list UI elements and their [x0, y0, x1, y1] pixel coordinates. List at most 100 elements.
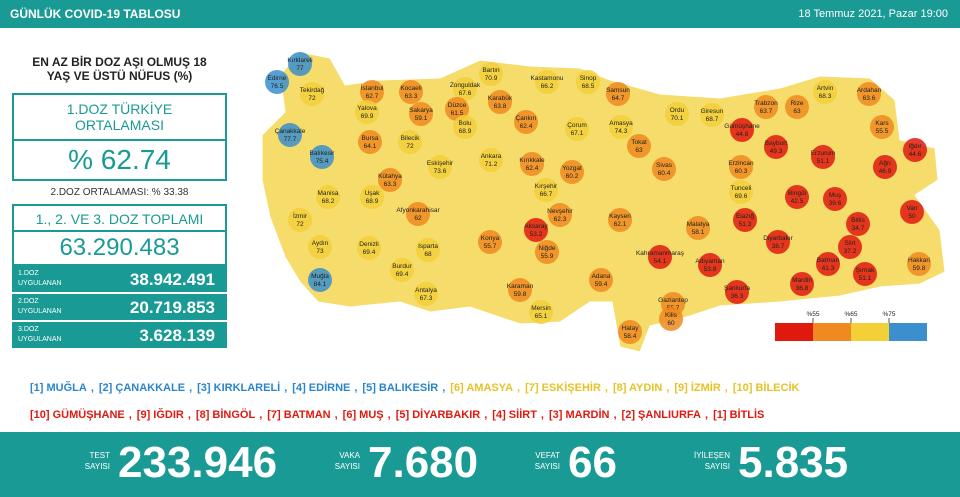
separator: ,	[354, 382, 358, 394]
legend-label: %65	[844, 311, 857, 318]
province-value: 67.3	[420, 295, 433, 302]
stats-bar: TEST SAYISI 233.946 VAKA SAYISI 7.680 VEFAT …	[0, 432, 960, 497]
province-value: 77.7	[284, 136, 297, 143]
province	[576, 70, 600, 94]
province	[479, 148, 503, 172]
province	[416, 238, 440, 262]
province-name: Hatay	[622, 325, 640, 332]
province-value: 66.7	[540, 191, 553, 198]
rankings: [1] MUĞLA, [2] ÇANAKKALE, [3] KIRKLARELİ,[…	[30, 375, 799, 429]
province-value: 53.2	[530, 231, 543, 238]
province	[853, 262, 877, 286]
province	[535, 240, 559, 264]
province-value: 64.7	[612, 95, 625, 102]
province-value: 69.6	[735, 193, 748, 200]
province-value: 66.2	[541, 83, 554, 90]
province-value: 36.8	[796, 285, 809, 292]
province-name: Karabük	[488, 95, 513, 102]
province-value: 63.7	[760, 108, 773, 115]
province-name: Bingöl	[788, 190, 807, 197]
province-value: 76.5	[271, 83, 284, 90]
province-name: Erzincan	[728, 160, 754, 167]
province-name: Niğde	[539, 245, 556, 252]
province-value: 51.3	[739, 221, 752, 228]
province-value: 55.9	[541, 253, 554, 260]
province	[308, 268, 332, 292]
province-value: 68.2	[322, 198, 335, 205]
province-name: Şırnak	[856, 267, 876, 274]
province-value: 72	[296, 221, 304, 228]
province-value: 58.4	[624, 333, 637, 340]
province-name: Hakkari	[908, 257, 930, 264]
province	[764, 135, 788, 159]
legend-swatch	[775, 323, 813, 341]
province-name: Edirne	[268, 75, 287, 82]
row-value: 20.719.853	[129, 298, 215, 317]
province	[811, 145, 835, 169]
ranking-item: [2] ÇANAKKALE	[98, 382, 186, 394]
province	[316, 185, 340, 209]
ranking-item: [10] GÜMÜŞHANE	[30, 409, 125, 421]
province-value: 67.6	[459, 90, 472, 97]
province-name: Ankara	[481, 153, 502, 160]
province-value: 60	[667, 320, 675, 327]
province	[606, 82, 630, 106]
province-value: 77	[296, 65, 304, 72]
province-value: 62.7	[366, 93, 379, 100]
province	[308, 235, 332, 259]
province-value: 71.2	[485, 161, 498, 168]
dose1-label: 1.DOZ TÜRKİYE ORTALAMASI	[12, 93, 227, 141]
province	[409, 102, 433, 126]
province-name: Bitlis	[851, 217, 865, 224]
province-value: 68.7	[706, 116, 719, 123]
separator: ,	[387, 409, 391, 421]
separator: ,	[189, 382, 193, 394]
province	[813, 80, 837, 104]
province-name: Gaziantep	[658, 297, 688, 304]
province-name: Kilis	[665, 312, 678, 319]
legend-label: %55	[806, 311, 819, 318]
province	[785, 185, 809, 209]
separator: ,	[187, 409, 191, 421]
province	[534, 178, 558, 202]
ranking-item: [3] MARDİN	[548, 409, 610, 421]
province-value: 68	[424, 251, 432, 258]
province-name: Antalya	[415, 287, 437, 294]
province	[870, 115, 894, 139]
legend-swatch	[813, 323, 851, 341]
legend: %55 %65 %75	[775, 311, 927, 341]
province-name: Erzurum	[811, 150, 836, 157]
province-name: Nevşehir	[547, 208, 573, 215]
ranking-item: [1] MUĞLA	[30, 382, 87, 394]
ranking-item: [6] MUŞ	[342, 409, 384, 421]
country-outline	[261, 51, 946, 353]
province	[488, 90, 512, 114]
separator: ,	[90, 382, 94, 394]
province	[907, 252, 931, 276]
province-name: Artvin	[817, 85, 834, 92]
province-value: 62.4	[526, 165, 539, 172]
province-name: Karaman	[507, 283, 534, 290]
province-name: Adana	[592, 273, 611, 280]
province	[508, 278, 532, 302]
province-name: Siirt	[844, 240, 855, 247]
province-value: 60.3	[735, 168, 748, 175]
province	[873, 155, 897, 179]
legend-swatch	[851, 323, 889, 341]
ranking-item: [7] BATMAN	[267, 409, 331, 421]
province-value: 62.4	[520, 123, 533, 130]
stat-value: 5.835	[738, 438, 849, 487]
province	[514, 110, 538, 134]
separator: ,	[705, 409, 709, 421]
province-value: 34.7	[852, 225, 865, 232]
province-name: Çorum	[567, 122, 587, 129]
province-name: Tunceli	[731, 185, 752, 192]
province	[652, 157, 676, 181]
map: Kırklareli77Edirne76.5Tekirdağ72İstanbul…	[261, 51, 946, 353]
dose1-value: % 62.74	[12, 141, 227, 181]
stat-value: 66	[568, 438, 617, 487]
province-name: Kütahya	[378, 173, 402, 180]
province-name: Sinop	[580, 75, 597, 82]
row-label: 2.DOZ UYGULANAN	[18, 298, 62, 315]
